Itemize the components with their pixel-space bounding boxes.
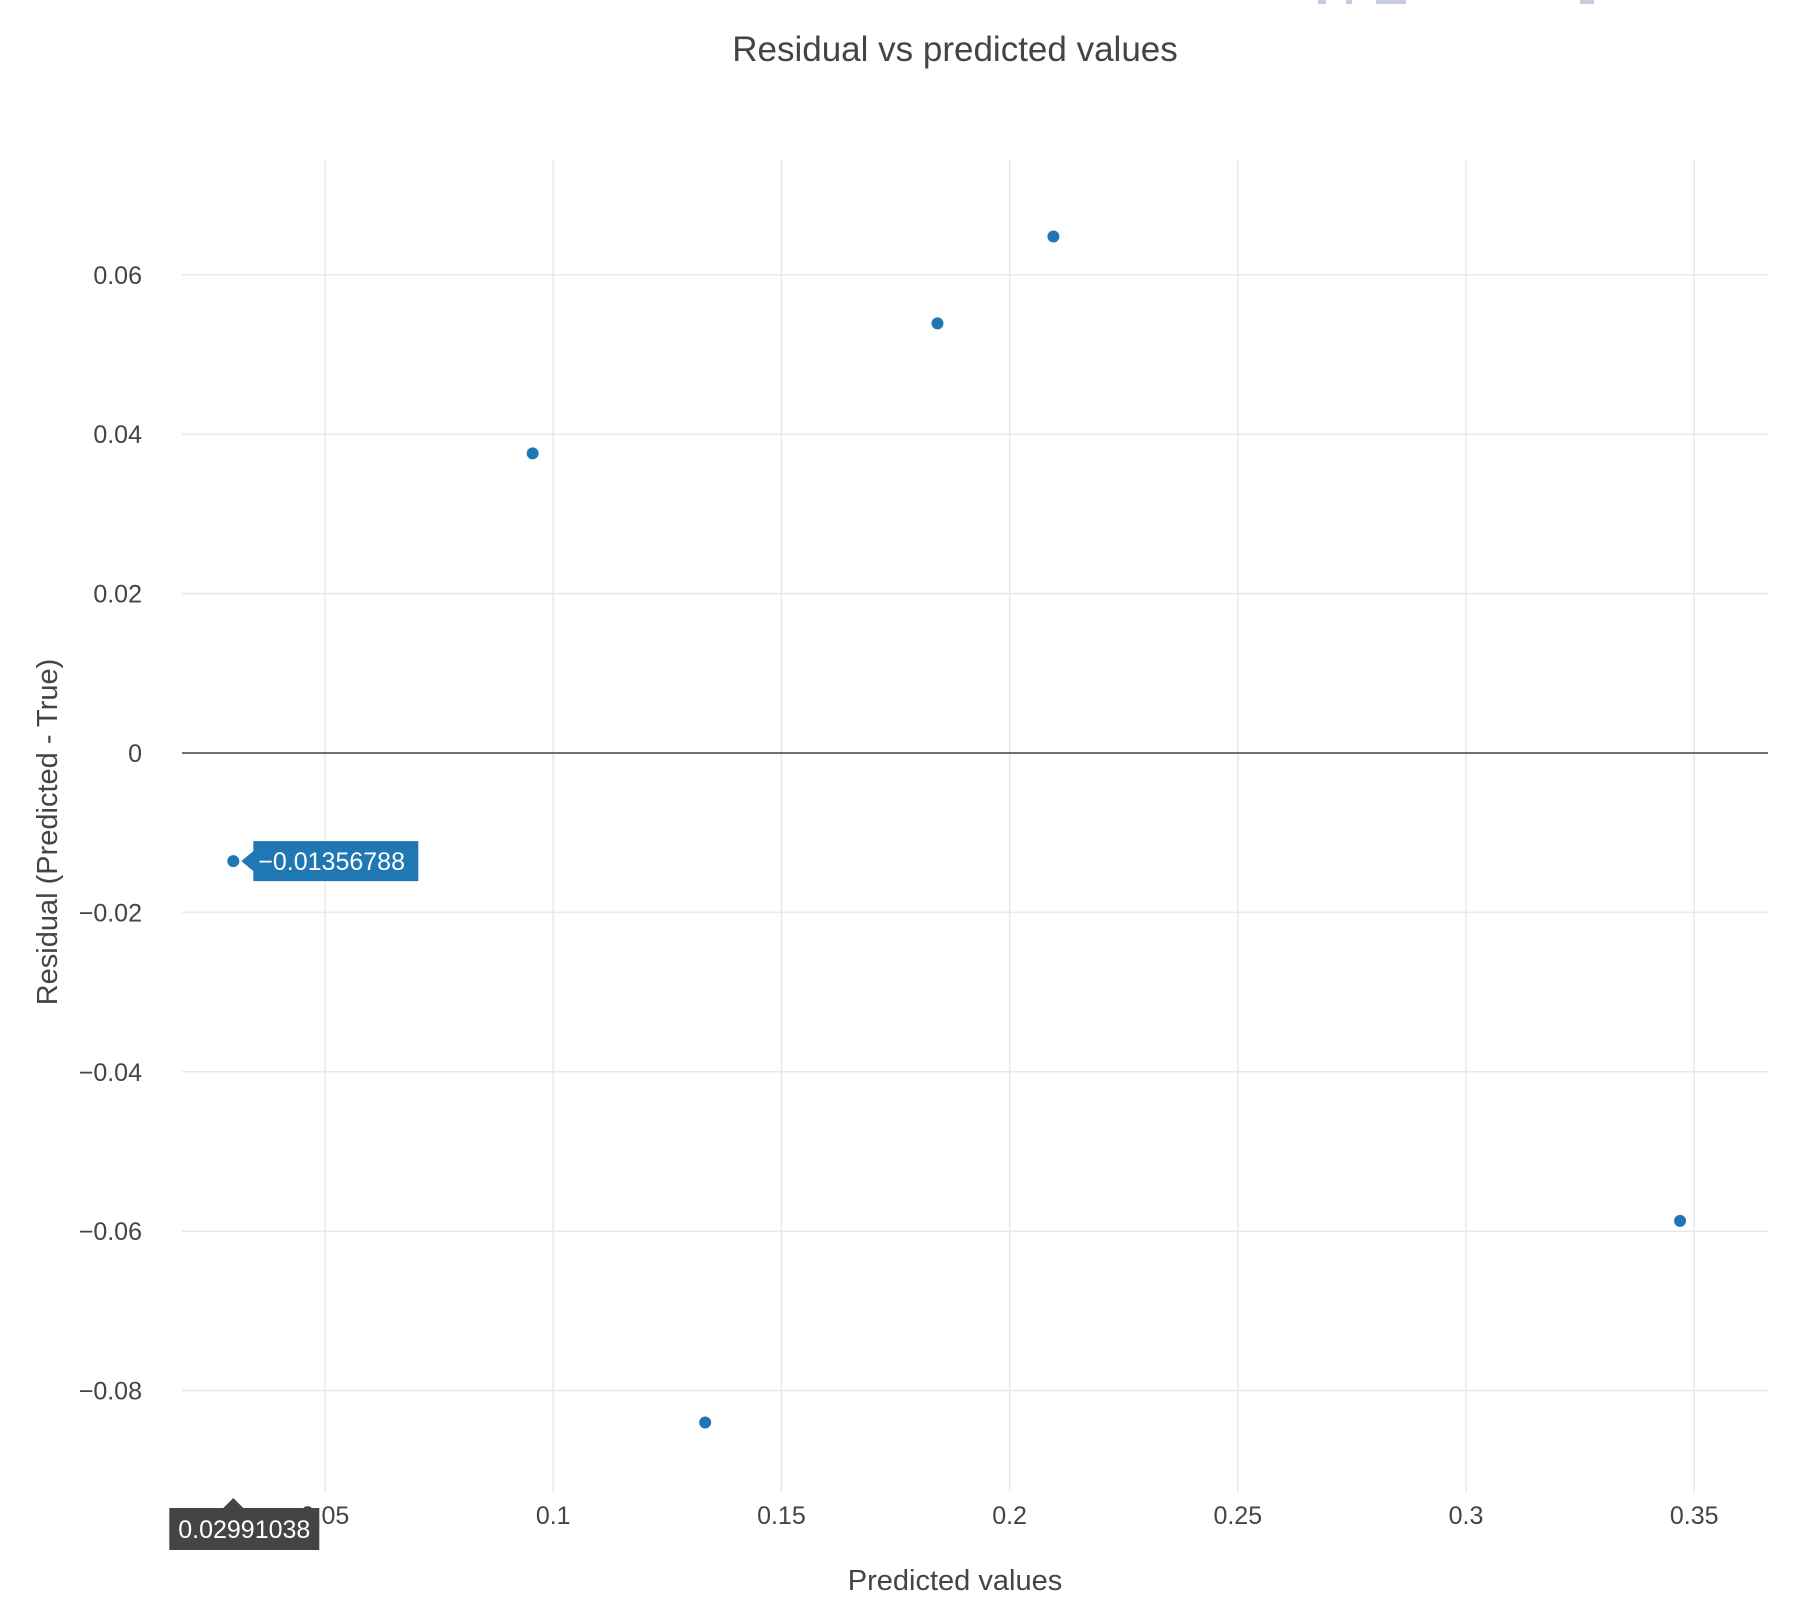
scatter-point[interactable] (698, 1415, 713, 1430)
scatter-point[interactable] (930, 316, 945, 331)
modebar-icon[interactable] (1580, 0, 1594, 4)
hover-y-tooltip-label: −0.01356788 (258, 848, 405, 876)
y-tick-label: −0.06 (79, 1218, 142, 1246)
modebar-icon[interactable] (1346, 0, 1352, 4)
x-tick-label: 0.2 (992, 1502, 1027, 1530)
y-tick-labels: 0.06 0.04 0.02 0 −0.02 −0.04 −0.06 −0.08 (79, 262, 142, 1406)
data-points[interactable] (226, 229, 1688, 1430)
modebar[interactable] (1318, 0, 1594, 4)
y-tick-label: 0.02 (93, 581, 142, 609)
hover-x-tooltip-label: 0.02991038 (178, 1516, 310, 1544)
x-tick-label: 0.3 (1449, 1502, 1484, 1530)
y-tick-label: −0.02 (79, 899, 142, 927)
hover-y-tooltip: −0.01356788 (241, 841, 419, 882)
y-tick-label: −0.04 (79, 1059, 142, 1087)
scatter-point[interactable] (226, 854, 241, 869)
y-tick-label: 0 (128, 740, 142, 768)
hover-x-tooltip: 0.02991038 (169, 1498, 320, 1550)
y-tick-label: 0.04 (93, 421, 142, 449)
x-gridlines (324, 160, 1695, 1492)
hover-y-tooltip-background (241, 841, 419, 882)
hover-x-tooltip-background (169, 1498, 320, 1550)
x-tick-labels: 0.05 0.1 0.15 0.2 0.25 0.3 0.35 (301, 1502, 1719, 1530)
x-tick-label: 0.25 (1213, 1502, 1262, 1530)
scatter-point[interactable] (1673, 1213, 1688, 1228)
scatter-point[interactable] (1046, 229, 1061, 244)
scatter-point[interactable] (525, 446, 540, 461)
y-axis-title: Residual (Predicted - True) (32, 659, 64, 1006)
chart-title: Residual vs predicted values (732, 30, 1178, 69)
x-tick-label: 0.35 (1670, 1502, 1719, 1530)
y-tick-label: 0.06 (93, 262, 142, 290)
y-gridlines (182, 274, 1768, 1392)
x-tick-label: 0.1 (536, 1502, 571, 1530)
x-axis-title: Predicted values (848, 1565, 1062, 1597)
x-tick-label: 0.15 (757, 1502, 806, 1530)
modebar-icon[interactable] (1376, 0, 1406, 4)
y-tick-label: −0.08 (79, 1378, 142, 1406)
modebar-icon[interactable] (1318, 0, 1326, 4)
